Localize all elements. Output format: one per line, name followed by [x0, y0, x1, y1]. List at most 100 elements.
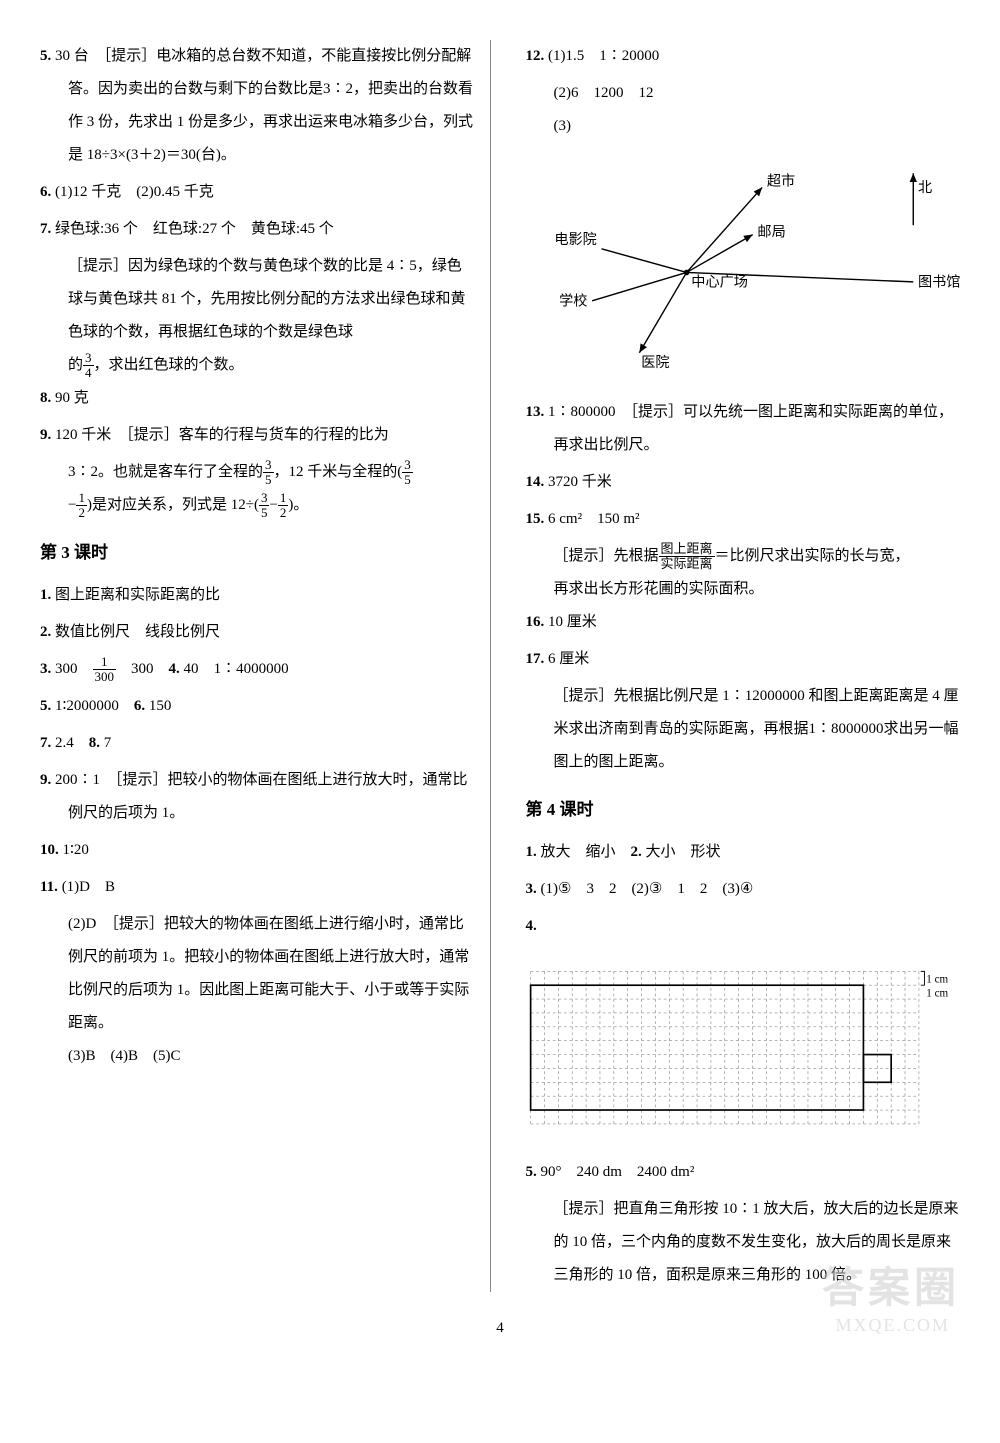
l3-q11-p1: (1)D B — [62, 879, 115, 895]
l4-q3-ans: (1)⑤ 3 2 (2)③ 1 2 (3)④ — [541, 881, 754, 897]
svg-text:1 cm: 1 cm — [926, 988, 948, 1000]
l3-q11: 11. (1)D B — [40, 871, 475, 904]
q7-num: 7. — [40, 221, 51, 237]
q13-ans: 1∶800000 — [548, 404, 616, 420]
q14-num: 14. — [526, 474, 545, 490]
q15-hpre: ［提示］先根据 — [554, 548, 659, 564]
q15-ans: 6 cm² 150 m² — [548, 511, 640, 527]
l3-q9-hint: ［提示］把较小的物体画在图纸上进行放大时，通常比例尺的后项为 1。 — [68, 772, 468, 821]
l3-q5-num: 5. — [40, 698, 51, 714]
svg-text:北: 北 — [917, 180, 931, 196]
l3-q7-a: 2.4 — [55, 735, 74, 751]
svg-text:邮局: 邮局 — [757, 225, 785, 241]
l3-q5: 5. 1∶2000000 6. 150 — [40, 690, 475, 723]
q9-f3: 12 — [76, 491, 87, 521]
l4-q2-a: 大小 形状 — [646, 844, 721, 860]
l3-q9-num: 9. — [40, 772, 51, 788]
q9-l3d: )。 — [288, 497, 308, 513]
q15-num: 15. — [526, 511, 545, 527]
l3-q2-ans: 数值比例尺 线段比例尺 — [55, 624, 220, 640]
q12-num: 12. — [526, 48, 545, 64]
q16: 16. 10 厘米 — [526, 606, 961, 639]
q9-l3c: − — [269, 497, 277, 513]
q15: 15. 6 cm² 150 m² — [526, 503, 961, 536]
l4-q5-ans: 90° 240 dm 2400 dm² — [541, 1164, 695, 1180]
l4-q5-num: 5. — [526, 1164, 537, 1180]
l3-q1-num: 1. — [40, 587, 51, 603]
l3-q6-num: 6. — [134, 698, 145, 714]
q9-l3a: − — [68, 497, 76, 513]
q9-l3: −12)是对应关系，列式是 12÷(35−12)。 — [40, 489, 475, 522]
l3-q3-a: 300 — [55, 661, 78, 677]
lesson-3-header: 第 3 课时 — [40, 534, 475, 571]
l3-q2-num: 2. — [40, 624, 51, 640]
grid-diagram: 1 cm1 cm — [526, 953, 961, 1146]
q7-frac: 34 — [83, 351, 94, 381]
l4-q5: 5. 90° 240 dm 2400 dm² — [526, 1156, 961, 1189]
q6-p1: (1)12 千克 — [55, 184, 121, 200]
q7-h2-post: ，求出红色球的个数。 — [94, 357, 244, 373]
l3-q5-a: 1∶2000000 — [55, 698, 119, 714]
l3-q4-b: 1∶4000000 — [214, 661, 289, 677]
l4-q3: 3. (1)⑤ 3 2 (2)③ 1 2 (3)④ — [526, 873, 961, 906]
q6-num: 6. — [40, 184, 51, 200]
q15-hpost: ＝比例尺求出实际的长与宽， — [715, 548, 910, 564]
l3-q3-b: 300 — [131, 661, 154, 677]
q9-f1: 35 — [263, 458, 274, 488]
q9-l3b: )是对应关系，列式是 12÷( — [87, 497, 259, 513]
l3-q10-num: 10. — [40, 842, 59, 858]
q5-num: 5. — [40, 48, 51, 64]
l4-q2-num: 2. — [631, 844, 642, 860]
l3-q11-num: 11. — [40, 879, 58, 895]
lesson-4-header: 第 4 课时 — [526, 791, 961, 828]
q12-p1: (1)1.5 1∶20000 — [548, 48, 659, 64]
q7: 7. 绿色球:36 个 红色球:27 个 黄色球:45 个 — [40, 213, 475, 246]
q9-f2: 35 — [402, 458, 413, 488]
l3-q1-ans: 图上距离和实际距离的比 — [55, 587, 220, 603]
l3-q3-frac: 1300 — [93, 655, 117, 685]
q13: 13. 1∶800000 ［提示］可以先统一图上距离和实际距离的单位，再求出比例… — [526, 396, 961, 462]
svg-text:医院: 医院 — [641, 355, 669, 371]
l3-q2: 2. 数值比例尺 线段比例尺 — [40, 616, 475, 649]
q7-hint-line2: 的34，求出红色球的个数。 — [40, 349, 475, 382]
direction-diagram: 超市北邮局电影院中心广场学校图书馆医院 — [526, 153, 961, 386]
q9-ans: 120 千米 — [55, 427, 111, 443]
q12-p3: (3) — [526, 110, 961, 143]
q9: 9. 120 千米 ［提示］客车的行程与货车的行程的比为 — [40, 419, 475, 452]
q9-l2a: 3∶2。也就是客车行了全程的 — [68, 464, 263, 480]
q7-hint: ［提示］因为绿色球的个数与黄色球个数的比是 4∶5，绿色球与黄色球共 81 个，… — [40, 250, 475, 349]
q12-p2: (2)6 1200 12 — [526, 77, 961, 110]
q14: 14. 3720 千米 — [526, 466, 961, 499]
l3-q3-num: 3. — [40, 661, 51, 677]
q17-num: 17. — [526, 651, 545, 667]
l3-q3: 3. 300 1300 300 4. 40 1∶4000000 — [40, 653, 475, 686]
l3-q7-num: 7. — [40, 735, 51, 751]
svg-text:学校: 学校 — [559, 293, 587, 310]
q9-num: 9. — [40, 427, 51, 443]
content-columns: 5. 30 台 ［提示］电冰箱的总台数不知道，不能直接按比例分配解答。因为卖出的… — [40, 40, 960, 1292]
q17: 17. 6 厘米 — [526, 643, 961, 676]
q7-hint1: ［提示］因为绿色球的个数与黄色球个数的比是 4∶5，绿色球与黄色球共 81 个，… — [68, 258, 466, 340]
q12: 12. (1)1.5 1∶20000 — [526, 40, 961, 73]
q14-ans: 3720 千米 — [548, 474, 612, 490]
q8-num: 8. — [40, 390, 51, 406]
l4-q1-num: 1. — [526, 844, 537, 860]
q9-f5: 12 — [278, 491, 289, 521]
l3-q11-p2: (2)D ［提示］把较大的物体画在图纸上进行缩小时，通常比例尺的前项为 1。把较… — [40, 908, 475, 1040]
l3-q8-a: 7 — [104, 735, 112, 751]
q9-hpre: ［提示］客车的行程与货车的行程的比为 — [126, 427, 389, 443]
q15-frac: 图上距离实际距离 — [659, 542, 715, 572]
q6: 6. (1)12 千克 (2)0.45 千克 — [40, 176, 475, 209]
q17-hint: ［提示］先根据比例尺是 1∶12000000 和图上距离距离是 4 厘米求出济南… — [526, 680, 961, 779]
grid-svg: 1 cm1 cm — [526, 953, 961, 1133]
l3-q7: 7. 2.4 8. 7 — [40, 727, 475, 760]
l3-q9-ans: 200∶1 — [55, 772, 100, 788]
l3-q8-num: 8. — [89, 735, 100, 751]
q8-ans: 90 克 — [55, 390, 89, 406]
l3-q4-num: 4. — [169, 661, 180, 677]
right-column: 12. (1)1.5 1∶20000 (2)6 1200 12 (3) 超市北邮… — [521, 40, 961, 1292]
q16-num: 16. — [526, 614, 545, 630]
l3-q6-a: 150 — [149, 698, 172, 714]
q8: 8. 90 克 — [40, 382, 475, 415]
q15-hint: ［提示］先根据图上距离实际距离＝比例尺求出实际的长与宽， — [526, 540, 961, 573]
